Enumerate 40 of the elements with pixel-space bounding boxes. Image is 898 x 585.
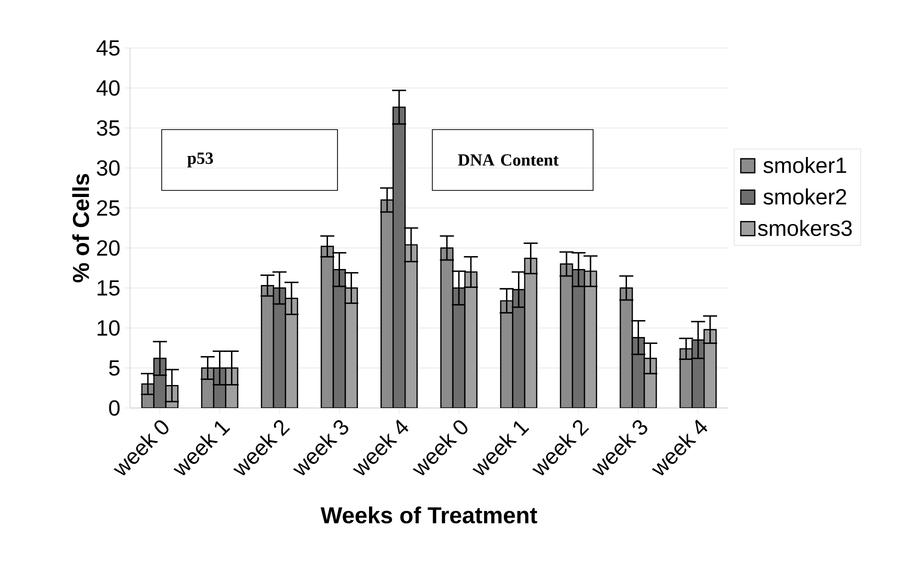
bar (692, 339, 705, 408)
y-axis-title: % of Cells (72, 174, 90, 282)
y-tick-label: 35 (96, 120, 120, 136)
bar (320, 246, 334, 408)
legend-label: smoker2 (763, 188, 846, 205)
bar (464, 271, 478, 408)
bar (620, 287, 633, 408)
bar (225, 367, 238, 408)
y-tick-label: 30 (96, 160, 120, 176)
y-tick-label: 20 (97, 240, 120, 256)
bar (284, 298, 298, 408)
bar (272, 287, 286, 408)
y-tick-label: 10 (98, 320, 120, 336)
bar (512, 288, 526, 408)
y-tick-label: 25 (97, 200, 120, 216)
bar (380, 199, 394, 408)
bar (452, 287, 466, 408)
bar (584, 270, 598, 408)
y-tick-label: 0 (109, 400, 120, 416)
y-tick-label: 40 (96, 80, 120, 96)
annotation: DNA Content (458, 154, 559, 166)
bar (500, 300, 514, 408)
bar (440, 247, 454, 408)
bar (644, 358, 657, 408)
bar (560, 263, 574, 408)
bar (680, 348, 693, 408)
annotation: p53 (187, 152, 213, 168)
legend-label: smoker1 (763, 156, 846, 174)
bar (332, 268, 346, 408)
bar (572, 268, 586, 408)
y-tick-label: 15 (98, 280, 120, 296)
bar (260, 284, 274, 408)
bar (404, 244, 418, 408)
x-axis-title: Weeks of Treatment (320, 506, 538, 524)
bar (344, 287, 358, 408)
bar (524, 258, 538, 408)
y-tick-label: 45 (96, 40, 120, 56)
y-tick-label: 5 (109, 360, 120, 376)
bar (392, 106, 406, 408)
legend-label: smokers3 (758, 220, 852, 236)
